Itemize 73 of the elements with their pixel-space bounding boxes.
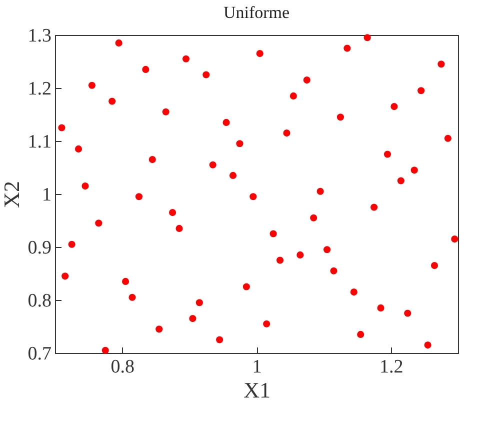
y-tick-label: 1.3 xyxy=(28,26,52,46)
x-tick-label: 0.8 xyxy=(110,356,135,378)
point xyxy=(169,209,176,216)
point xyxy=(336,114,344,121)
chart-title: Uniforme xyxy=(223,3,290,22)
point xyxy=(156,326,163,333)
point xyxy=(377,304,384,312)
x-tick-label: 1.2 xyxy=(379,356,404,378)
point xyxy=(189,315,196,322)
point xyxy=(283,130,290,137)
point xyxy=(256,50,264,58)
point xyxy=(276,256,284,264)
point xyxy=(115,39,122,46)
point xyxy=(74,145,82,152)
point xyxy=(263,320,270,328)
point xyxy=(209,161,216,168)
point xyxy=(202,71,210,78)
point xyxy=(357,330,364,338)
point xyxy=(270,230,277,238)
point xyxy=(102,346,109,354)
point xyxy=(370,204,378,211)
point xyxy=(222,118,230,126)
point xyxy=(350,288,358,296)
point xyxy=(451,236,458,243)
point xyxy=(58,124,66,132)
y-tick-label: 0.8 xyxy=(28,290,52,312)
point xyxy=(418,87,425,94)
point xyxy=(242,283,250,290)
point xyxy=(88,82,96,89)
point xyxy=(296,251,304,258)
point xyxy=(68,240,76,248)
point xyxy=(424,342,432,349)
point xyxy=(344,44,351,52)
point xyxy=(384,150,392,158)
point xyxy=(364,34,371,42)
y-tick-label: 1.2 xyxy=(28,78,52,100)
point xyxy=(182,55,190,62)
point xyxy=(250,193,257,200)
point xyxy=(196,299,203,306)
point xyxy=(323,246,331,254)
point xyxy=(135,193,142,200)
y-tick-label: 0.9 xyxy=(28,238,52,258)
point xyxy=(162,108,170,116)
y-axis-title: X2 xyxy=(0,181,24,208)
point xyxy=(236,140,244,148)
point xyxy=(410,166,418,174)
point xyxy=(444,134,452,142)
point xyxy=(229,172,237,179)
point xyxy=(176,224,183,232)
point xyxy=(397,177,404,184)
point xyxy=(122,278,130,285)
y-tick-label: 0.7 xyxy=(28,344,52,364)
point xyxy=(108,98,116,105)
point xyxy=(148,156,156,164)
point xyxy=(310,214,318,222)
point xyxy=(330,267,338,274)
point xyxy=(430,262,438,270)
point xyxy=(404,310,412,317)
x-axis-title: X1 xyxy=(244,378,270,402)
y-tick-label: 1 xyxy=(42,184,52,206)
point xyxy=(316,188,324,195)
point xyxy=(142,66,150,73)
point xyxy=(303,76,310,84)
point xyxy=(216,336,224,344)
point xyxy=(128,294,136,301)
point xyxy=(438,60,445,68)
point xyxy=(290,92,297,100)
point xyxy=(95,220,102,227)
point xyxy=(390,103,398,110)
point xyxy=(82,182,89,190)
x-tick-label: 1 xyxy=(252,356,262,378)
point xyxy=(62,272,69,280)
y-tick-label: 1.1 xyxy=(28,132,52,152)
